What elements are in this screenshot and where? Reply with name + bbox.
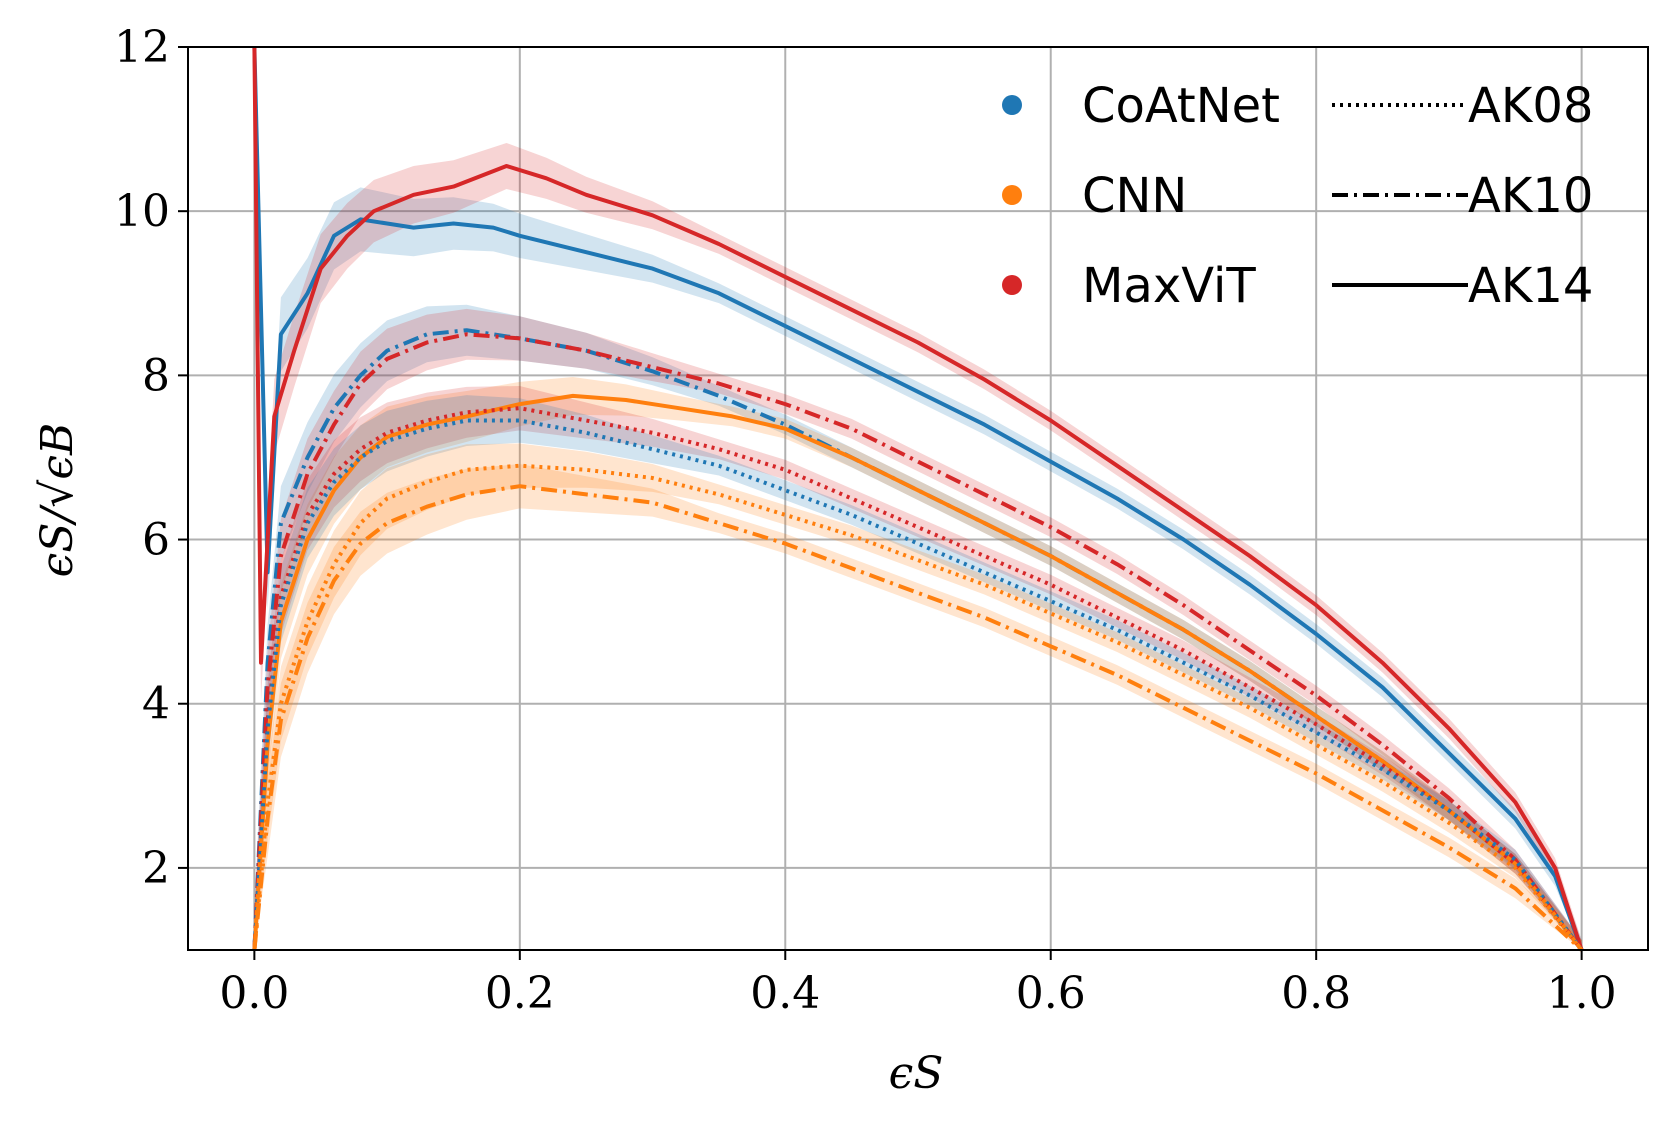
cnn-ak08-line	[252, 463, 1584, 952]
coatnet-ak08-band	[254, 395, 1582, 951]
legend-label-maxvit: MaxViT	[1082, 258, 1256, 314]
y-axis-label: ϵS/√ϵB	[32, 423, 83, 578]
y-tick-label: 4	[142, 679, 170, 730]
maxvit-ak08-line	[252, 406, 1584, 952]
coatnet-ak08-line	[252, 418, 1584, 952]
y-tick-label: 12	[114, 22, 170, 73]
cnn-ak10-line	[252, 484, 1583, 952]
ticks: 0.0 0.2 0.4 0.6 0.8 1.0 2 4 6 8 10 12	[114, 22, 1617, 1019]
legend-marker-maxvit	[1002, 275, 1022, 295]
legend-label-ak10: AK10	[1468, 168, 1593, 224]
maxvit-ak10-line	[252, 332, 1584, 952]
maxvit-ak14-line	[252, 46, 1584, 951]
x-tick-label: 0.8	[1281, 968, 1351, 1019]
legend-label-cnn: CNN	[1082, 168, 1187, 224]
cnn-ak14-line	[252, 393, 1584, 952]
y-tick-label: 10	[114, 186, 170, 237]
y-tick-label: 8	[142, 350, 170, 401]
legend-marker-coatnet	[1002, 95, 1022, 115]
x-tick-label: 0.2	[485, 968, 555, 1019]
coatnet-ak10-band	[254, 304, 1582, 950]
coatnet-ak14-line	[252, 46, 1584, 951]
x-tick-label: 1.0	[1547, 968, 1617, 1019]
legend: CoAtNet CNN MaxViT AK08 AK10 AK14	[1002, 78, 1593, 314]
x-tick-label: 0.6	[1016, 968, 1086, 1019]
maxvit-ak10-band	[254, 308, 1582, 950]
x-tick-label: 0.4	[750, 968, 820, 1019]
x-axis-label: ϵS	[889, 1048, 944, 1099]
y-tick-label: 6	[142, 515, 170, 566]
cnn-ak10-band	[254, 464, 1582, 950]
cnn-ak08-band	[254, 443, 1582, 950]
legend-marker-cnn	[1002, 185, 1022, 205]
maxvit-ak08-band	[254, 386, 1582, 950]
plot-frame	[187, 46, 1649, 951]
x-tick-label: 0.0	[219, 968, 289, 1019]
series-lines	[252, 46, 1584, 952]
legend-label-coatnet: CoAtNet	[1082, 78, 1280, 134]
y-tick-label: 2	[142, 843, 170, 894]
legend-label-ak08: AK08	[1468, 78, 1593, 134]
coatnet-ak10-line	[252, 328, 1584, 952]
legend-label-ak14: AK14	[1468, 258, 1593, 314]
